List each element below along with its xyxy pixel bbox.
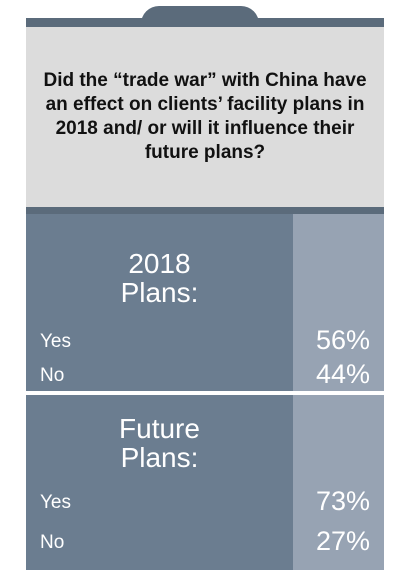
row-value-2018-no: 44%: [315, 359, 370, 389]
results-table: 2018 Plans: Yes 56% No 44% Future Plans:…: [26, 214, 384, 570]
row-label-2018-yes: Yes: [40, 331, 71, 352]
section-title-future-line1: Future: [119, 413, 200, 444]
section-title-2018-line1: 2018: [128, 248, 191, 279]
row-value-future-yes: 73%: [315, 486, 370, 516]
section-title-2018-line2: Plans:: [120, 277, 199, 308]
row-value-2018-yes: 56%: [315, 325, 370, 355]
row-label-future-no: No: [40, 532, 65, 553]
question-text: Did the “trade war” with China have an e…: [43, 70, 367, 163]
section-divider: [26, 391, 384, 395]
row-label-2018-no: No: [40, 365, 65, 386]
mid-strip: [26, 207, 384, 214]
row-value-future-no: 27%: [315, 526, 370, 556]
row-label-future-yes: Yes: [40, 492, 71, 513]
infographic-card: Did the “trade war” with China have an e…: [26, 18, 384, 570]
question-box: Did the “trade war” with China have an e…: [26, 27, 384, 207]
section-title-future-line2: Plans:: [120, 442, 199, 473]
top-strip: [26, 18, 384, 27]
